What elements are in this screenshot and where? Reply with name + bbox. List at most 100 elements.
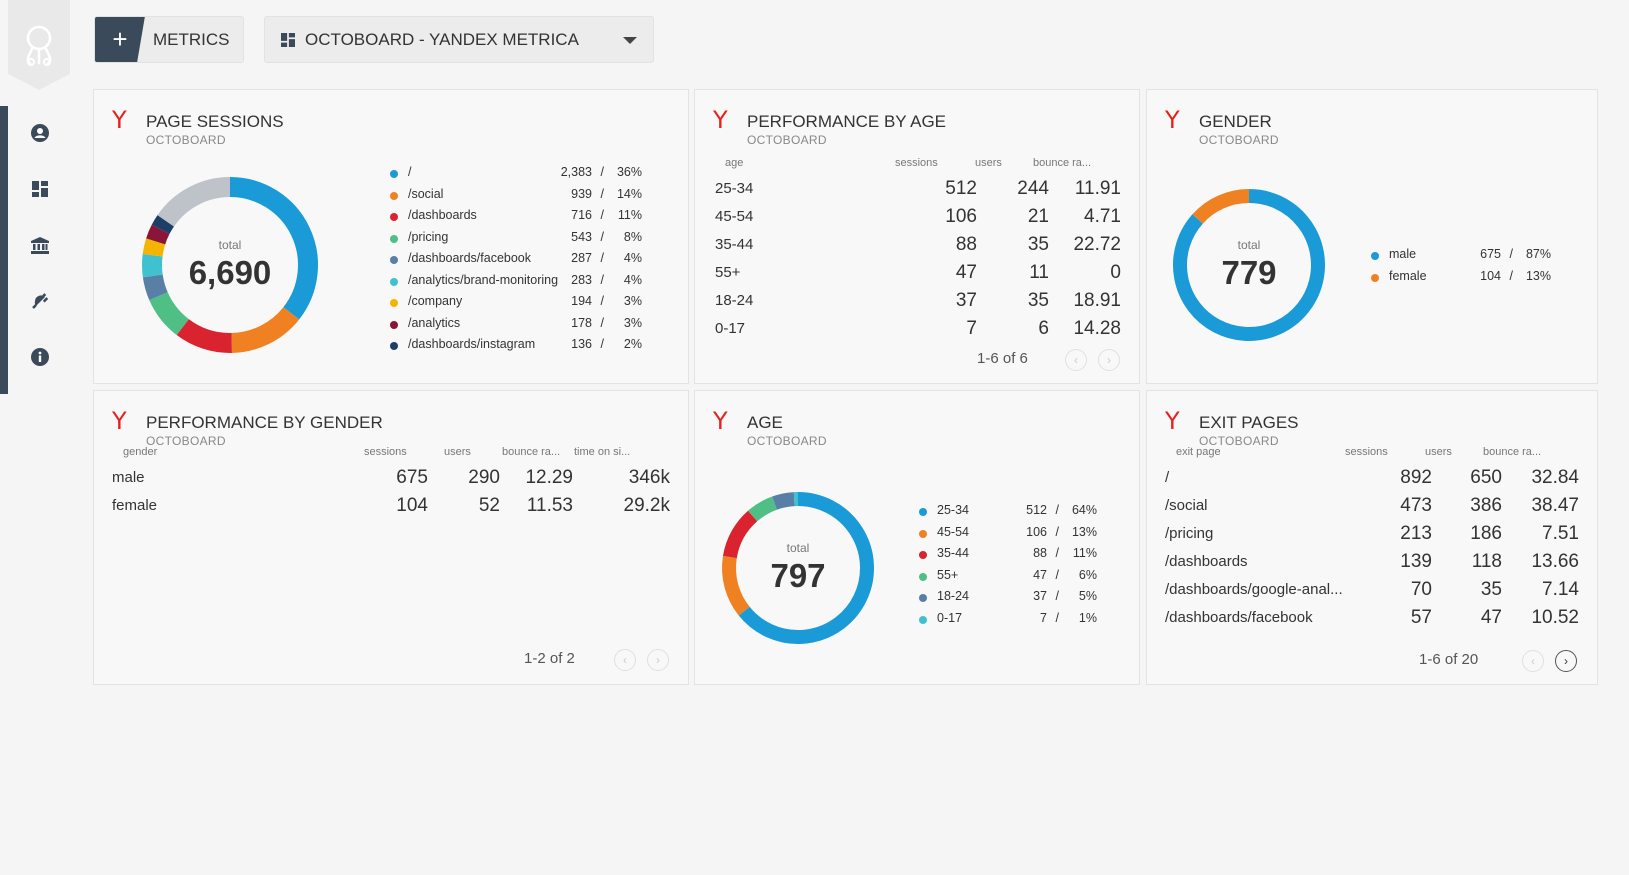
next-page-button[interactable]: › <box>1098 349 1120 371</box>
legend-dot <box>919 615 927 624</box>
table-cell: 7.51 <box>1542 523 1579 544</box>
column-header[interactable]: users <box>444 446 471 458</box>
column-header[interactable]: gender <box>123 446 158 458</box>
legend-separator: / <box>1055 567 1059 582</box>
legend-value: 675 <box>1480 247 1501 261</box>
legend-label: 35-44 <box>937 546 969 560</box>
row-label: /dashboards/google-anal... <box>1165 581 1343 598</box>
octoboard-logo[interactable] <box>8 0 70 90</box>
legend-item: male 675 / 87% <box>1371 247 1551 265</box>
legend-item: 45-54 106 / 13% <box>919 525 1097 543</box>
card-subtitle: OCTOBOARD <box>146 133 226 147</box>
table-cell: 29.2k <box>623 495 670 516</box>
yandex-icon: Y <box>112 407 127 435</box>
table-cell: 473 <box>1400 495 1432 516</box>
yandex-icon: Y <box>112 106 127 134</box>
table-cell: 11.53 <box>526 495 573 516</box>
column-header[interactable]: bounce ra... <box>502 446 561 458</box>
donut-slice-9 <box>157 177 231 227</box>
card-subtitle: OCTOBOARD <box>1199 133 1279 147</box>
donut-slice-5 <box>142 253 163 278</box>
legend-percent: 64% <box>1071 503 1097 517</box>
octopus-logo-icon <box>26 25 52 66</box>
legend-label: female <box>1389 268 1427 283</box>
legend-item: / 2,383 / 36% <box>390 165 642 183</box>
legend-label: /dashboards/instagram <box>408 337 536 351</box>
table-cell: 38.47 <box>1531 495 1579 516</box>
next-page-button[interactable]: › <box>647 649 669 671</box>
table-cell: 4.71 <box>1084 206 1121 227</box>
prev-page-button[interactable]: ‹ <box>1522 650 1544 672</box>
column-header[interactable]: sessions <box>1345 446 1388 458</box>
legend-dot <box>390 320 398 329</box>
table-cell: 386 <box>1470 495 1502 516</box>
add-metrics-button[interactable]: + METRICS <box>94 16 244 63</box>
legend-dot <box>390 170 398 178</box>
donut-slice-1 <box>722 555 750 616</box>
legend-dot <box>919 508 927 516</box>
legend-value: 37 <box>1033 589 1047 603</box>
legend-percent: 3% <box>623 315 642 330</box>
legend-value: 512 <box>1026 503 1047 517</box>
legend-percent: 4% <box>623 251 642 265</box>
user-icon[interactable] <box>28 121 52 145</box>
legend-item: 35-44 88 / 11% <box>919 546 1097 564</box>
donut-slice-2 <box>722 510 758 559</box>
legend-label: /analytics/brand-monitoring <box>408 272 559 287</box>
column-header[interactable]: time on si... <box>574 446 631 458</box>
table-cell: 7.14 <box>1542 579 1579 600</box>
legend-value: 104 <box>1480 268 1501 283</box>
next-page-button[interactable]: › <box>1555 650 1577 672</box>
metrics-label: METRICS <box>153 29 230 49</box>
legend-item: /analytics 178 / 3% <box>390 316 642 334</box>
table-cell: 6 <box>1038 318 1049 339</box>
legend-value: 716 <box>571 208 592 222</box>
donut-slice-0 <box>229 177 318 320</box>
legend-separator: / <box>1055 546 1059 560</box>
yandex-icon: Y <box>1165 106 1180 134</box>
dashboard-icon[interactable] <box>28 177 52 201</box>
column-header[interactable]: bounce ra... <box>1033 157 1092 169</box>
table-cell: 650 <box>1470 467 1502 488</box>
total-value: 797 <box>770 557 826 594</box>
column-header[interactable]: exit page <box>1176 446 1221 458</box>
column-header[interactable]: sessions <box>895 157 938 169</box>
legend-separator: / <box>600 315 604 330</box>
card-title: PAGE SESSIONS <box>146 112 284 131</box>
donut-slice-6 <box>142 238 166 257</box>
dashboard-select[interactable]: OCTOBOARD - YANDEX METRICA <box>264 16 654 63</box>
table-cell: 7 <box>966 318 977 339</box>
legend-separator: / <box>1055 503 1059 517</box>
pager-text: 1-6 of 6 <box>977 350 1028 367</box>
table-cell: 11 <box>1029 262 1049 283</box>
legend-item: /analytics/brand-monitoring 283 / 4% <box>390 273 642 291</box>
prev-page-button[interactable]: ‹ <box>614 649 636 671</box>
legend-label: /dashboards <box>408 208 477 222</box>
column-header[interactable]: sessions <box>364 446 407 458</box>
row-label: male <box>112 469 145 486</box>
row-label: /pricing <box>1165 525 1214 542</box>
bank-icon[interactable] <box>28 233 52 257</box>
legend-dot <box>390 342 398 350</box>
info-icon[interactable] <box>28 345 52 369</box>
table-cell: 11.91 <box>1074 178 1121 199</box>
plugin-icon[interactable] <box>28 289 52 313</box>
row-label: 35-44 <box>715 236 754 253</box>
table-cell: 139 <box>1400 551 1432 572</box>
column-header[interactable]: users <box>975 157 1002 169</box>
column-header[interactable]: users <box>1425 446 1452 458</box>
legend-percent: 1% <box>1078 610 1097 625</box>
column-header[interactable]: bounce ra... <box>1483 446 1542 458</box>
prev-page-button[interactable]: ‹ <box>1065 349 1087 371</box>
legend-item: /company 194 / 3% <box>390 294 642 312</box>
gender-legend: male 675 / 87% female 104 / 13% <box>1371 247 1561 297</box>
table-cell: 346k <box>628 467 670 488</box>
legend-value: 2,383 <box>560 165 592 179</box>
legend-dot <box>919 594 927 602</box>
table-cell: 35 <box>1027 290 1049 311</box>
row-label: 55+ <box>715 264 741 281</box>
card-title: PERFORMANCE BY AGE <box>747 112 947 131</box>
table-cell: 18.91 <box>1073 290 1121 311</box>
legend-separator: / <box>600 251 604 265</box>
column-header[interactable]: age <box>725 157 744 169</box>
